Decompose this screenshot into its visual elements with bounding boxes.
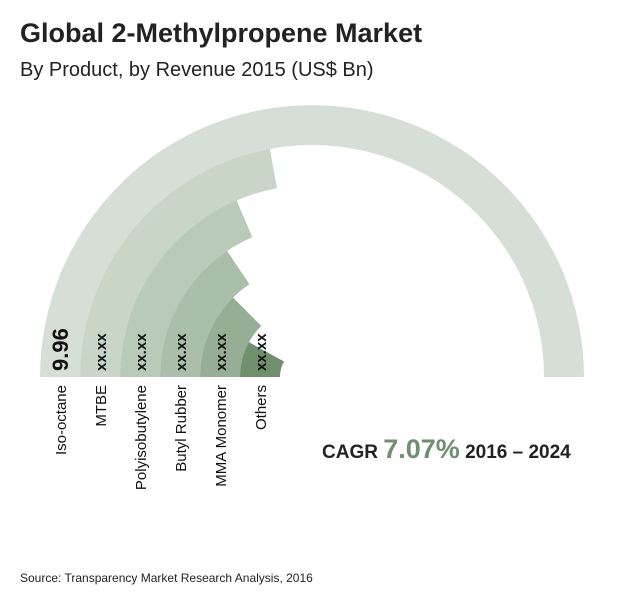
cagr: CAGR 7.07% 2016 – 2024 [322, 434, 571, 464]
value-label: xx.xx [213, 333, 230, 371]
category-label: MTBE [93, 385, 110, 427]
chart-title: Global 2-Methylpropene Market [20, 18, 422, 48]
value-label: xx.xx [133, 333, 150, 371]
cagr-label: CAGR [322, 442, 378, 463]
arc-bar [120, 200, 253, 377]
value-label: 9.96 [48, 328, 73, 371]
category-label: Iso-octane [53, 385, 70, 455]
category-label: Others [253, 385, 270, 430]
category-label: Polyisobutylene [133, 385, 150, 490]
category-label: Butyl Rubber [173, 385, 190, 472]
value-label: xx.xx [93, 333, 110, 371]
cagr-value: 7.07% [383, 434, 460, 464]
value-label: xx.xx [173, 333, 190, 371]
arc-bar [80, 148, 278, 377]
arc-bar [200, 297, 262, 377]
source: Source: Transparency Market Research Ana… [20, 571, 313, 585]
cagr-period: 2016 – 2024 [465, 442, 571, 463]
value-label: xx.xx [253, 333, 270, 371]
category-label: MMA Monomer [213, 385, 230, 487]
arc-bar [160, 250, 250, 377]
arc-bar [40, 105, 584, 378]
chart-subtitle: By Product, by Revenue 2015 (US$ Bn) [20, 59, 374, 81]
arc-bar [240, 342, 284, 377]
